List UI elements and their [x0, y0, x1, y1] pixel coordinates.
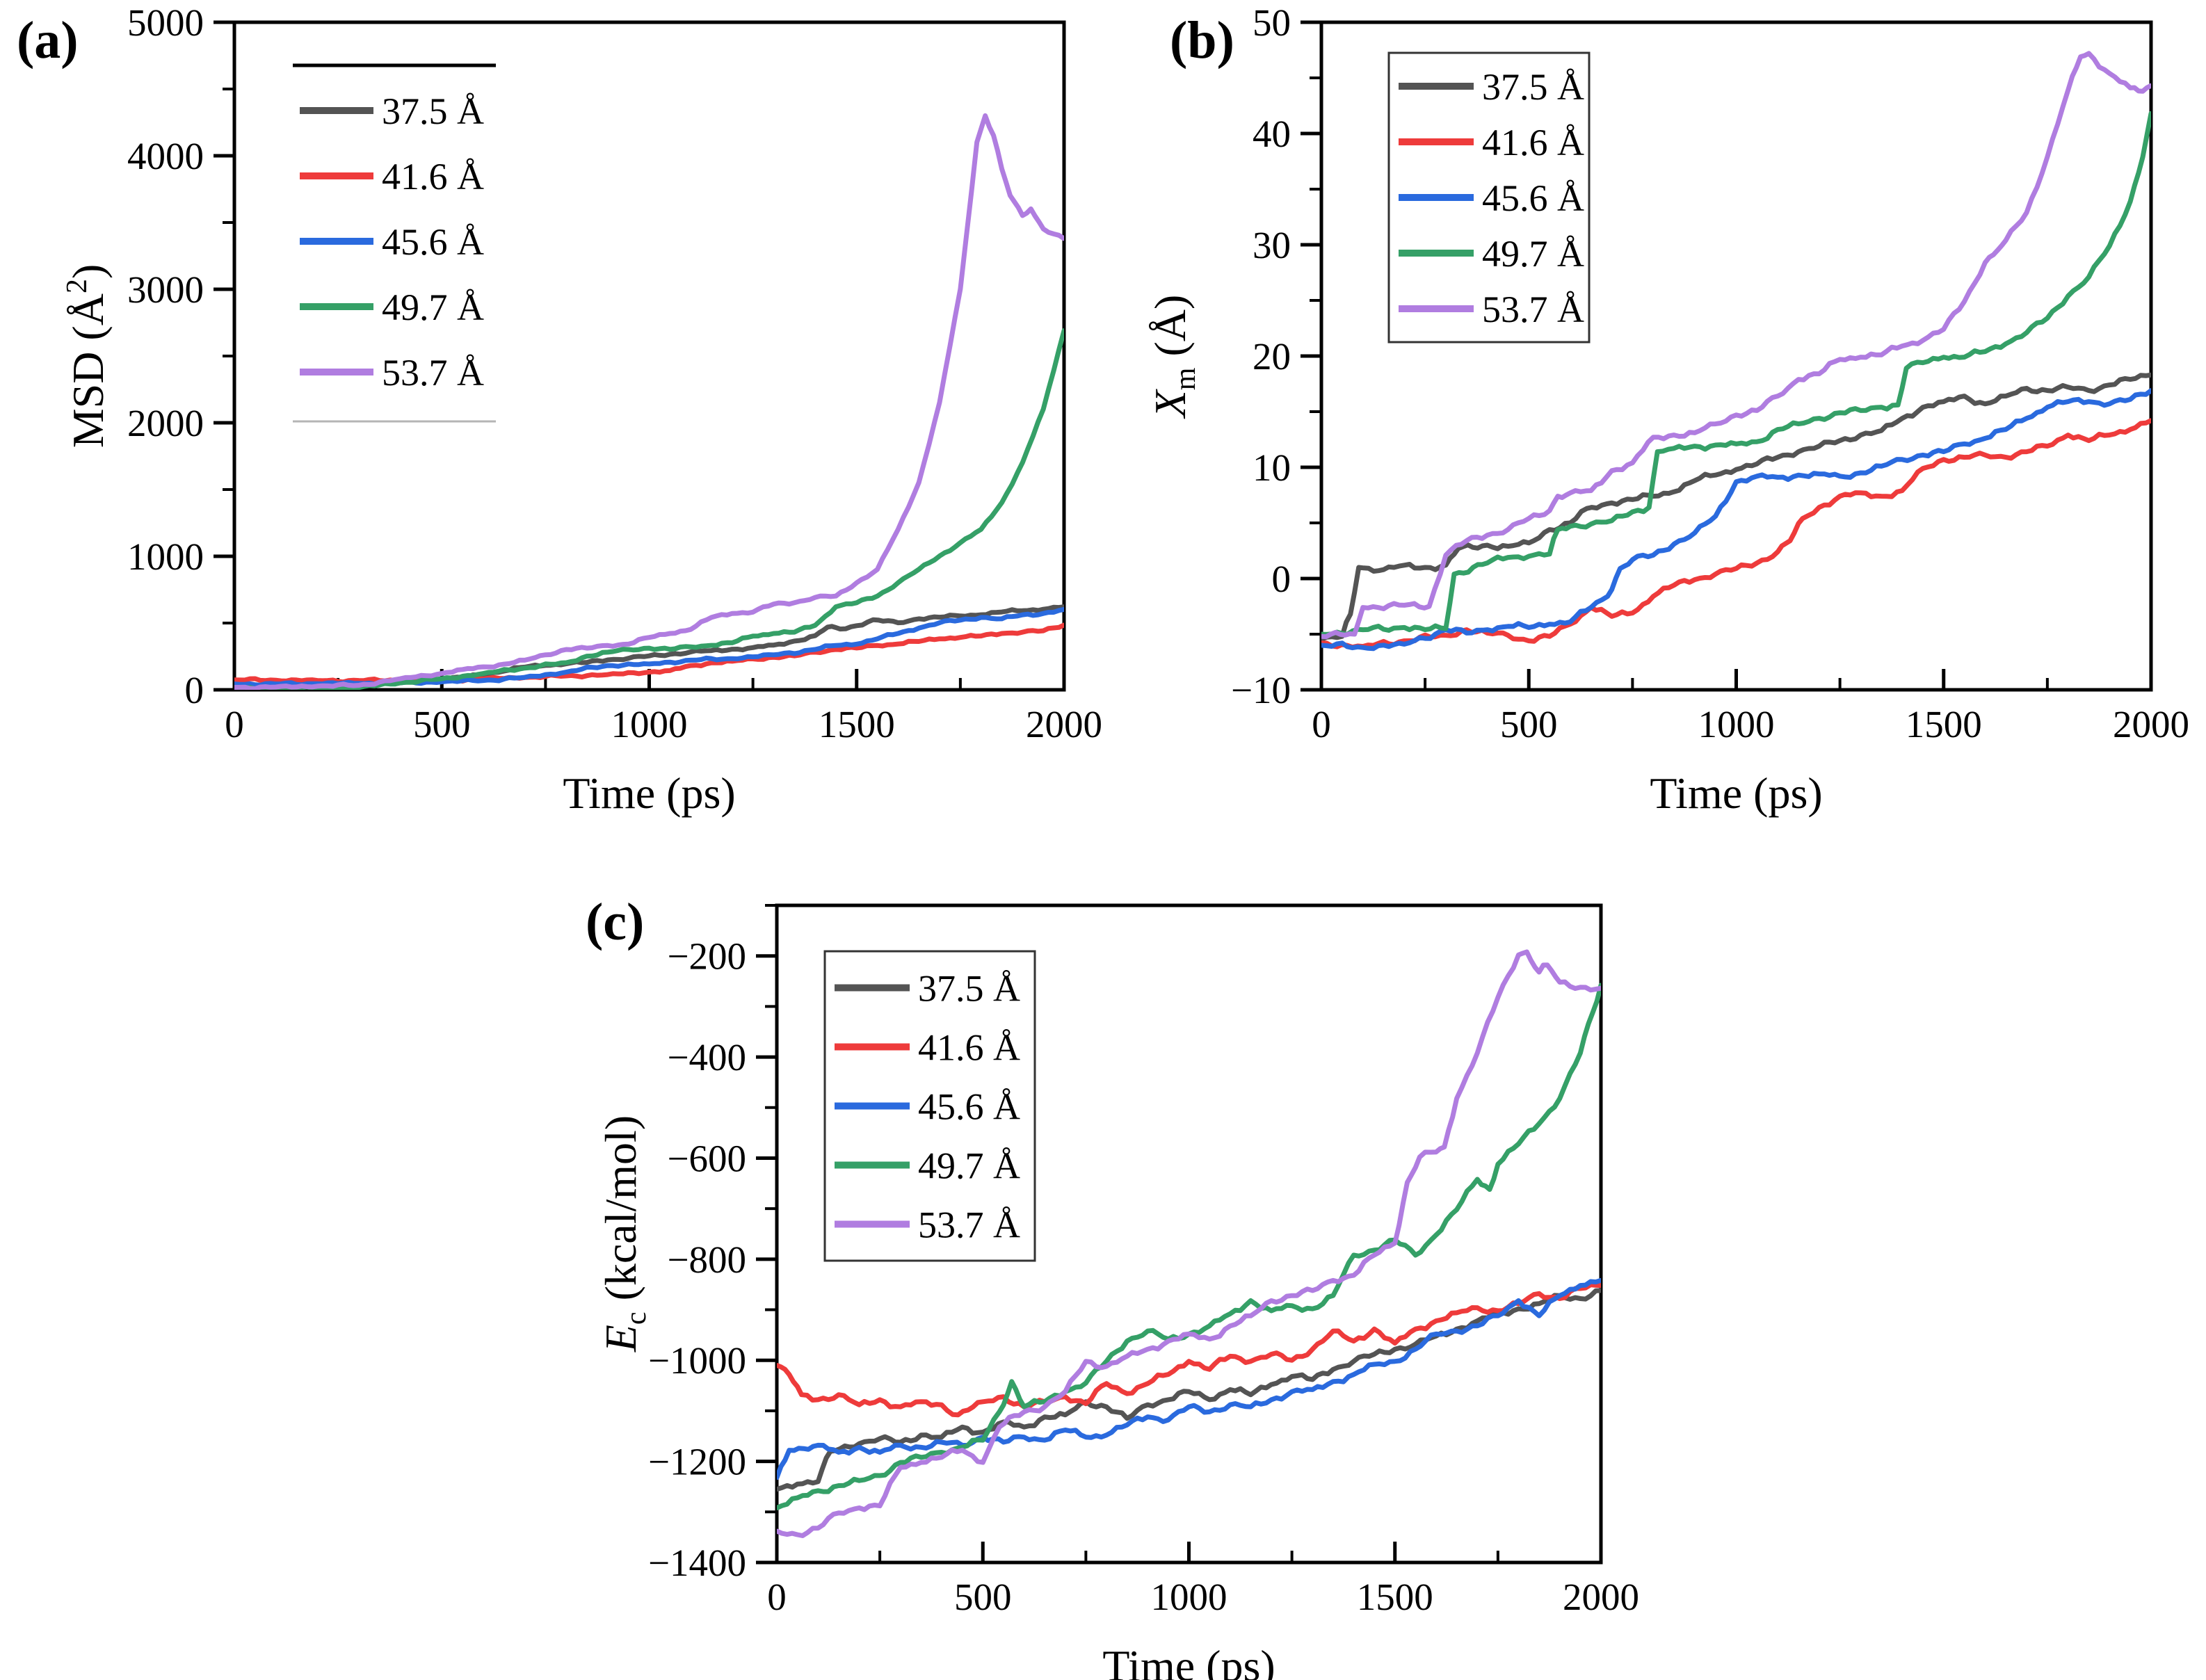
y-tick-label: −200	[667, 935, 746, 978]
legend-label: 53.7 Å	[1482, 289, 1584, 330]
series-line-37.5Å	[777, 1288, 1601, 1492]
legend-label: 37.5 Å	[382, 90, 484, 132]
y-tick-label: 5000	[127, 1, 204, 44]
series-line-41.6Å	[234, 622, 1064, 685]
x-tick-label: 1000	[611, 703, 688, 745]
legend-label: 45.6 Å	[918, 1086, 1020, 1128]
x-tick-label: 0	[767, 1576, 787, 1618]
x-tick-label: 0	[1312, 703, 1331, 745]
y-tick-label: 1000	[127, 535, 204, 578]
panel-label-c: (c)	[586, 893, 645, 951]
y-tick-label: 30	[1253, 224, 1291, 266]
series-line-41.6Å	[777, 1282, 1601, 1418]
y-tick-label: −600	[667, 1137, 746, 1179]
legend: 37.5 Å 41.6 Å 45.6 Å 49.7 Å 53.7 Å	[293, 63, 496, 423]
y-tick-label: 0	[185, 669, 204, 711]
y-tick-label: 50	[1253, 1, 1291, 44]
legend-label: 53.7 Å	[382, 352, 484, 394]
series-line-53.7Å	[234, 113, 1064, 690]
series-line-37.5Å	[1321, 372, 2151, 643]
panel-label-a: (a)	[17, 11, 79, 70]
x-tick-label: 500	[954, 1576, 1012, 1618]
legend-label: 41.6 Å	[1482, 122, 1584, 163]
x-tick-label: 1500	[1357, 1576, 1433, 1618]
legend-label: 41.6 Å	[382, 156, 484, 197]
panel-label-b: (b)	[1170, 11, 1234, 70]
legend-label: 53.7 Å	[918, 1204, 1020, 1246]
series-group	[777, 949, 1601, 1538]
series-line-45.6Å	[1321, 388, 2151, 652]
x-tick-label: 500	[413, 703, 471, 745]
y-axis-title: Xm (Å)	[1145, 295, 1202, 420]
y-axis-title: Ec (kcal/mol)	[596, 1115, 652, 1352]
y-tick-label: −400	[667, 1036, 746, 1079]
legend-label: 45.6 Å	[382, 221, 484, 263]
series-line-45.6Å	[777, 1277, 1601, 1480]
legend-label: 37.5 Å	[918, 968, 1020, 1010]
y-tick-label: −10	[1231, 669, 1291, 711]
legend-label: 37.5 Å	[1482, 66, 1584, 108]
x-tick-label: 2000	[1026, 703, 1102, 745]
x-tick-label: 2000	[2113, 703, 2189, 745]
y-tick-label: −1200	[648, 1441, 746, 1483]
legend: 37.5 Å 41.6 Å 45.6 Å 49.7 Å 53.7 Å	[1387, 51, 1591, 344]
x-tick-label: 1500	[819, 703, 895, 745]
y-tick-label: 0	[1272, 558, 1291, 600]
legend-label: 45.6 Å	[1482, 177, 1584, 219]
y-tick-label: −800	[667, 1238, 746, 1281]
y-tick-label: −1400	[648, 1542, 746, 1584]
legend: 37.5 Å 41.6 Å 45.6 Å 49.7 Å 53.7 Å	[823, 950, 1036, 1262]
x-tick-label: 1000	[1151, 1576, 1227, 1618]
x-tick-label: 0	[225, 703, 244, 745]
legend-label: 49.7 Å	[382, 286, 484, 328]
y-tick-label: 2000	[127, 402, 204, 444]
y-axis-title: MSD (Å2)	[61, 264, 113, 449]
series-line-49.7Å	[1321, 111, 2151, 637]
panel-b-chart: 0 500 1000 1500 2000 −10 0 10 20 30 40 50 Time (ps) X…	[1145, 1, 2189, 818]
series-line-41.6Å	[1321, 418, 2151, 650]
legend-label: 49.7 Å	[1482, 233, 1584, 275]
y-tick-label: 40	[1253, 113, 1291, 155]
y-tick-label: −1000	[648, 1339, 746, 1382]
x-axis-title: Time (ps)	[1102, 1641, 1275, 1680]
x-tick-label: 500	[1500, 703, 1558, 745]
legend-label: 49.7 Å	[918, 1145, 1020, 1187]
series-group	[1321, 51, 2151, 652]
x-tick-label: 1500	[1906, 703, 1982, 745]
y-tick-label: 4000	[127, 135, 204, 177]
y-tick-label: 10	[1253, 446, 1291, 489]
series-group	[234, 113, 1064, 690]
x-tick-label: 2000	[1563, 1576, 1639, 1618]
y-tick-label: 3000	[127, 268, 204, 311]
panel-c-chart: 0 500 1000 1500 2000 −1400 −1200 −1000 −800 −600 −…	[596, 903, 1639, 1680]
series-line-53.7Å	[777, 949, 1601, 1538]
x-axis-title: Time (ps)	[1650, 768, 1822, 818]
y-tick-label: 20	[1253, 335, 1291, 378]
panel-a-chart: 0 500 1000 1500 2000 0 1000 2000 3000 4000 5000 Tim…	[61, 1, 1102, 818]
legend-label: 41.6 Å	[918, 1027, 1020, 1069]
series-line-53.7Å	[1321, 51, 2151, 640]
x-axis-title: Time (ps)	[563, 768, 735, 818]
x-tick-label: 1000	[1698, 703, 1775, 745]
